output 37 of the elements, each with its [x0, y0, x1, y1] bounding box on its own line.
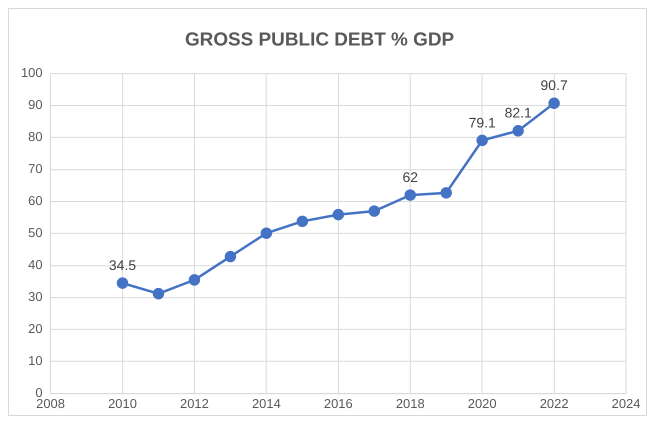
- point: [296, 216, 308, 228]
- x-tick-label: 2012: [180, 396, 209, 411]
- data-label: 62: [402, 169, 418, 186]
- point: [116, 277, 128, 289]
- y-tick-label: 40: [28, 257, 43, 272]
- y-tick-label: 90: [28, 97, 43, 112]
- point: [260, 227, 272, 239]
- point: [476, 134, 488, 146]
- x-tick-label: 2022: [540, 396, 569, 411]
- point: [188, 274, 200, 286]
- y-tick-label: 30: [28, 289, 43, 304]
- data-label: 82.1: [504, 104, 532, 121]
- data-label: 34.5: [108, 257, 136, 274]
- point: [152, 288, 164, 300]
- data-label: 90.7: [540, 77, 568, 94]
- x-tick-label: 2020: [468, 396, 497, 411]
- point: [440, 187, 452, 199]
- x-tick-label: 2018: [396, 396, 425, 411]
- y-tick-label: 80: [28, 129, 43, 144]
- x-tick-label: 2010: [108, 396, 137, 411]
- y-tick-label: 60: [28, 193, 43, 208]
- chart-title: GROSS PUBLIC DEBT % GDP: [184, 29, 454, 50]
- x-tick-label: 2014: [252, 396, 281, 411]
- point: [404, 189, 416, 201]
- x-tick-label: 2024: [612, 396, 640, 411]
- point: [368, 205, 380, 217]
- y-tick-label: 100: [20, 65, 43, 80]
- y-tick-label: 50: [28, 225, 43, 240]
- y-tick-label: 70: [28, 161, 43, 176]
- point: [332, 208, 344, 220]
- data-label: 79.1: [468, 114, 496, 130]
- x-tick-label: 2016: [324, 396, 353, 411]
- point: [512, 125, 524, 136]
- y-tick-label: 20: [28, 321, 43, 336]
- point: [548, 98, 560, 109]
- point: [224, 250, 236, 262]
- y-tick-label: 10: [28, 353, 43, 368]
